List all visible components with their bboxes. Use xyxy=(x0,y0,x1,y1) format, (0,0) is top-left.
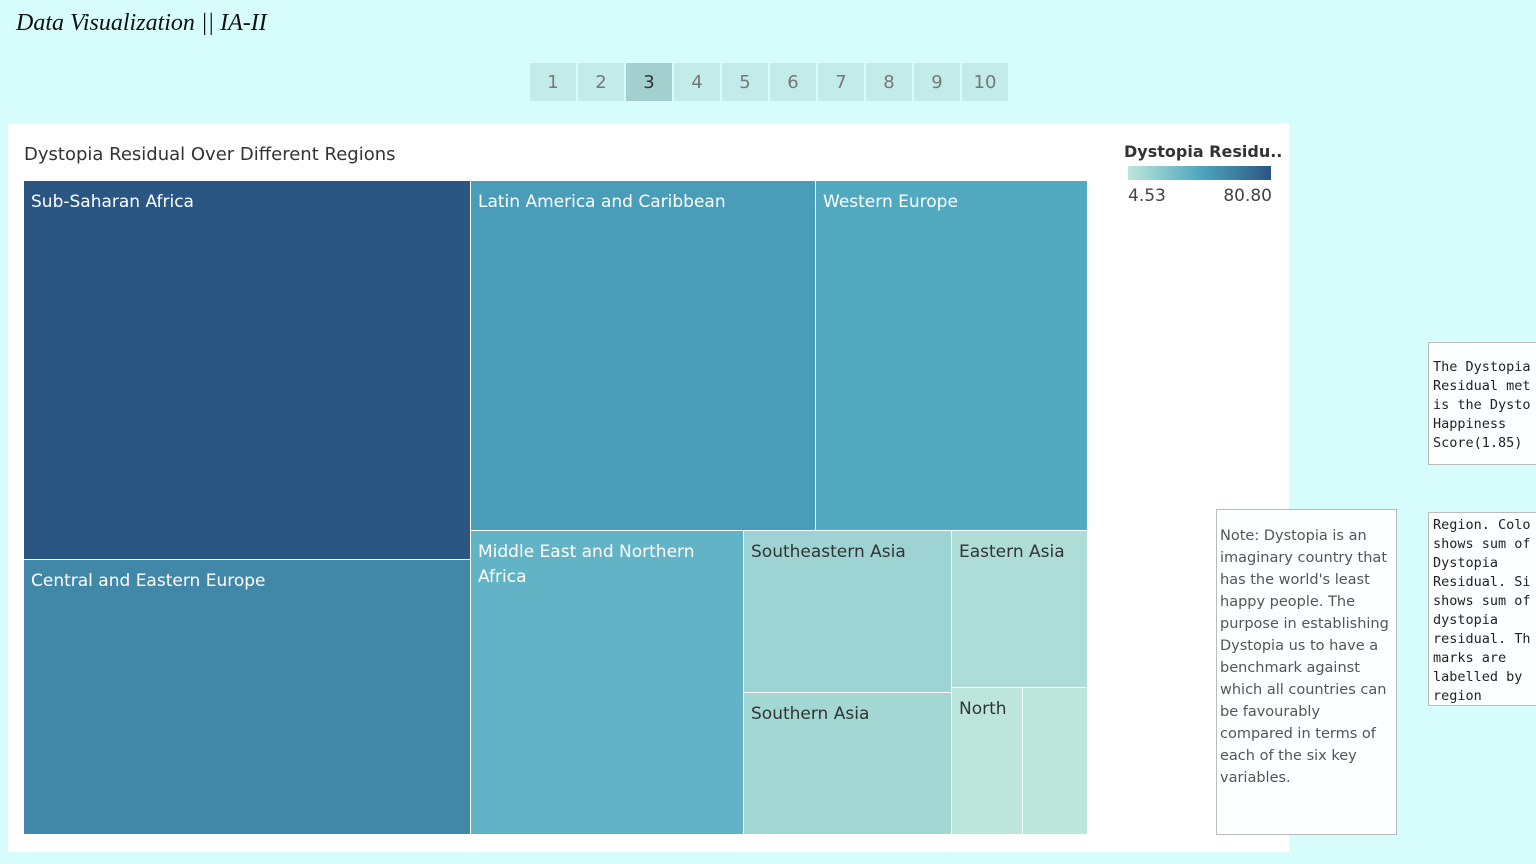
description-line: labelled by xyxy=(1433,669,1523,685)
page-tab-6[interactable]: 6 xyxy=(770,63,816,101)
chart-title: Dystopia Residual Over Different Regions xyxy=(24,144,396,165)
treemap-cell-label: Central and Eastern Europe xyxy=(31,571,266,591)
description-line: The Dystopia xyxy=(1433,359,1531,375)
treemap-cell[interactable]: Southeastern Asia xyxy=(744,531,952,693)
legend-title: Dystopia Residu.. xyxy=(1124,142,1283,161)
note-box: Note: Dystopia is an imaginary country t… xyxy=(1216,509,1397,835)
tooltip-marks-box: Region. Colo shows sum of Dystopia Residual… xyxy=(1428,512,1536,706)
legend-max-label: 80.80 xyxy=(1223,186,1272,206)
description-line: region xyxy=(1433,688,1482,704)
page-tab-1[interactable]: 1 xyxy=(530,63,576,101)
treemap-cell[interactable]: Latin America and Caribbean xyxy=(471,181,816,531)
page-tab-10[interactable]: 10 xyxy=(962,63,1008,101)
page-tab-2[interactable]: 2 xyxy=(578,63,624,101)
tooltip-description-box: The Dystopia Residual met is the Dysto Happ… xyxy=(1428,342,1536,465)
treemap-cell[interactable]: Central and Eastern Europe xyxy=(24,560,471,835)
page-navigation: 1 2 3 4 5 6 7 8 9 10 xyxy=(530,63,1008,101)
page-tab-5[interactable]: 5 xyxy=(722,63,768,101)
description-line: marks are xyxy=(1433,650,1507,666)
description-line: dystopia xyxy=(1433,612,1499,628)
description-line: Happiness xyxy=(1433,416,1507,432)
treemap-cell[interactable] xyxy=(1023,688,1088,835)
treemap-cell[interactable]: Eastern Asia xyxy=(952,531,1088,688)
treemap-cell-label: Sub-Saharan Africa xyxy=(31,192,194,212)
treemap-cell-label: Latin America and Caribbean xyxy=(478,192,726,212)
treemap-cell-label: Eastern Asia xyxy=(959,542,1065,562)
legend-gradient-bar xyxy=(1128,166,1271,180)
treemap-cell[interactable]: Sub-Saharan Africa xyxy=(24,181,471,560)
description-line: shows sum of xyxy=(1433,593,1531,609)
treemap-cell-label: Middle East and Northern Africa xyxy=(478,542,695,587)
page-tab-8[interactable]: 8 xyxy=(866,63,912,101)
description-line: residual. Th xyxy=(1433,631,1531,647)
treemap-cell[interactable]: North xyxy=(952,688,1023,835)
legend-min-label: 4.53 xyxy=(1128,186,1166,206)
treemap-cell[interactable]: Southern Asia xyxy=(744,693,952,835)
treemap-cell-label: Western Europe xyxy=(823,192,958,212)
page-tab-9[interactable]: 9 xyxy=(914,63,960,101)
description-line: Score(1.85) xyxy=(1433,435,1523,451)
app-title: Data Visualization || IA-II xyxy=(16,10,267,36)
treemap-cell-label: Southern Asia xyxy=(751,704,870,724)
description-line: Dystopia xyxy=(1433,555,1499,571)
description-line: is the Dysto xyxy=(1433,397,1531,413)
description-line: Residual. Si xyxy=(1433,574,1531,590)
color-legend: Dystopia Residu.. 4.53 80.80 xyxy=(1124,142,1283,206)
description-line: shows sum of xyxy=(1433,536,1531,552)
page-tab-4[interactable]: 4 xyxy=(674,63,720,101)
description-line: Region. Colo xyxy=(1433,517,1531,533)
treemap-chart: Sub-Saharan Africa Central and Eastern Eu… xyxy=(24,181,1088,835)
description-line: Residual met xyxy=(1433,378,1531,394)
treemap-cell[interactable]: Middle East and Northern Africa xyxy=(471,531,744,835)
treemap-cell-label: Southeastern Asia xyxy=(751,542,906,562)
treemap-cell[interactable]: Western Europe xyxy=(816,181,1088,531)
page-tab-3[interactable]: 3 xyxy=(626,63,672,101)
page-tab-7[interactable]: 7 xyxy=(818,63,864,101)
treemap-cell-label: North xyxy=(959,699,1007,719)
